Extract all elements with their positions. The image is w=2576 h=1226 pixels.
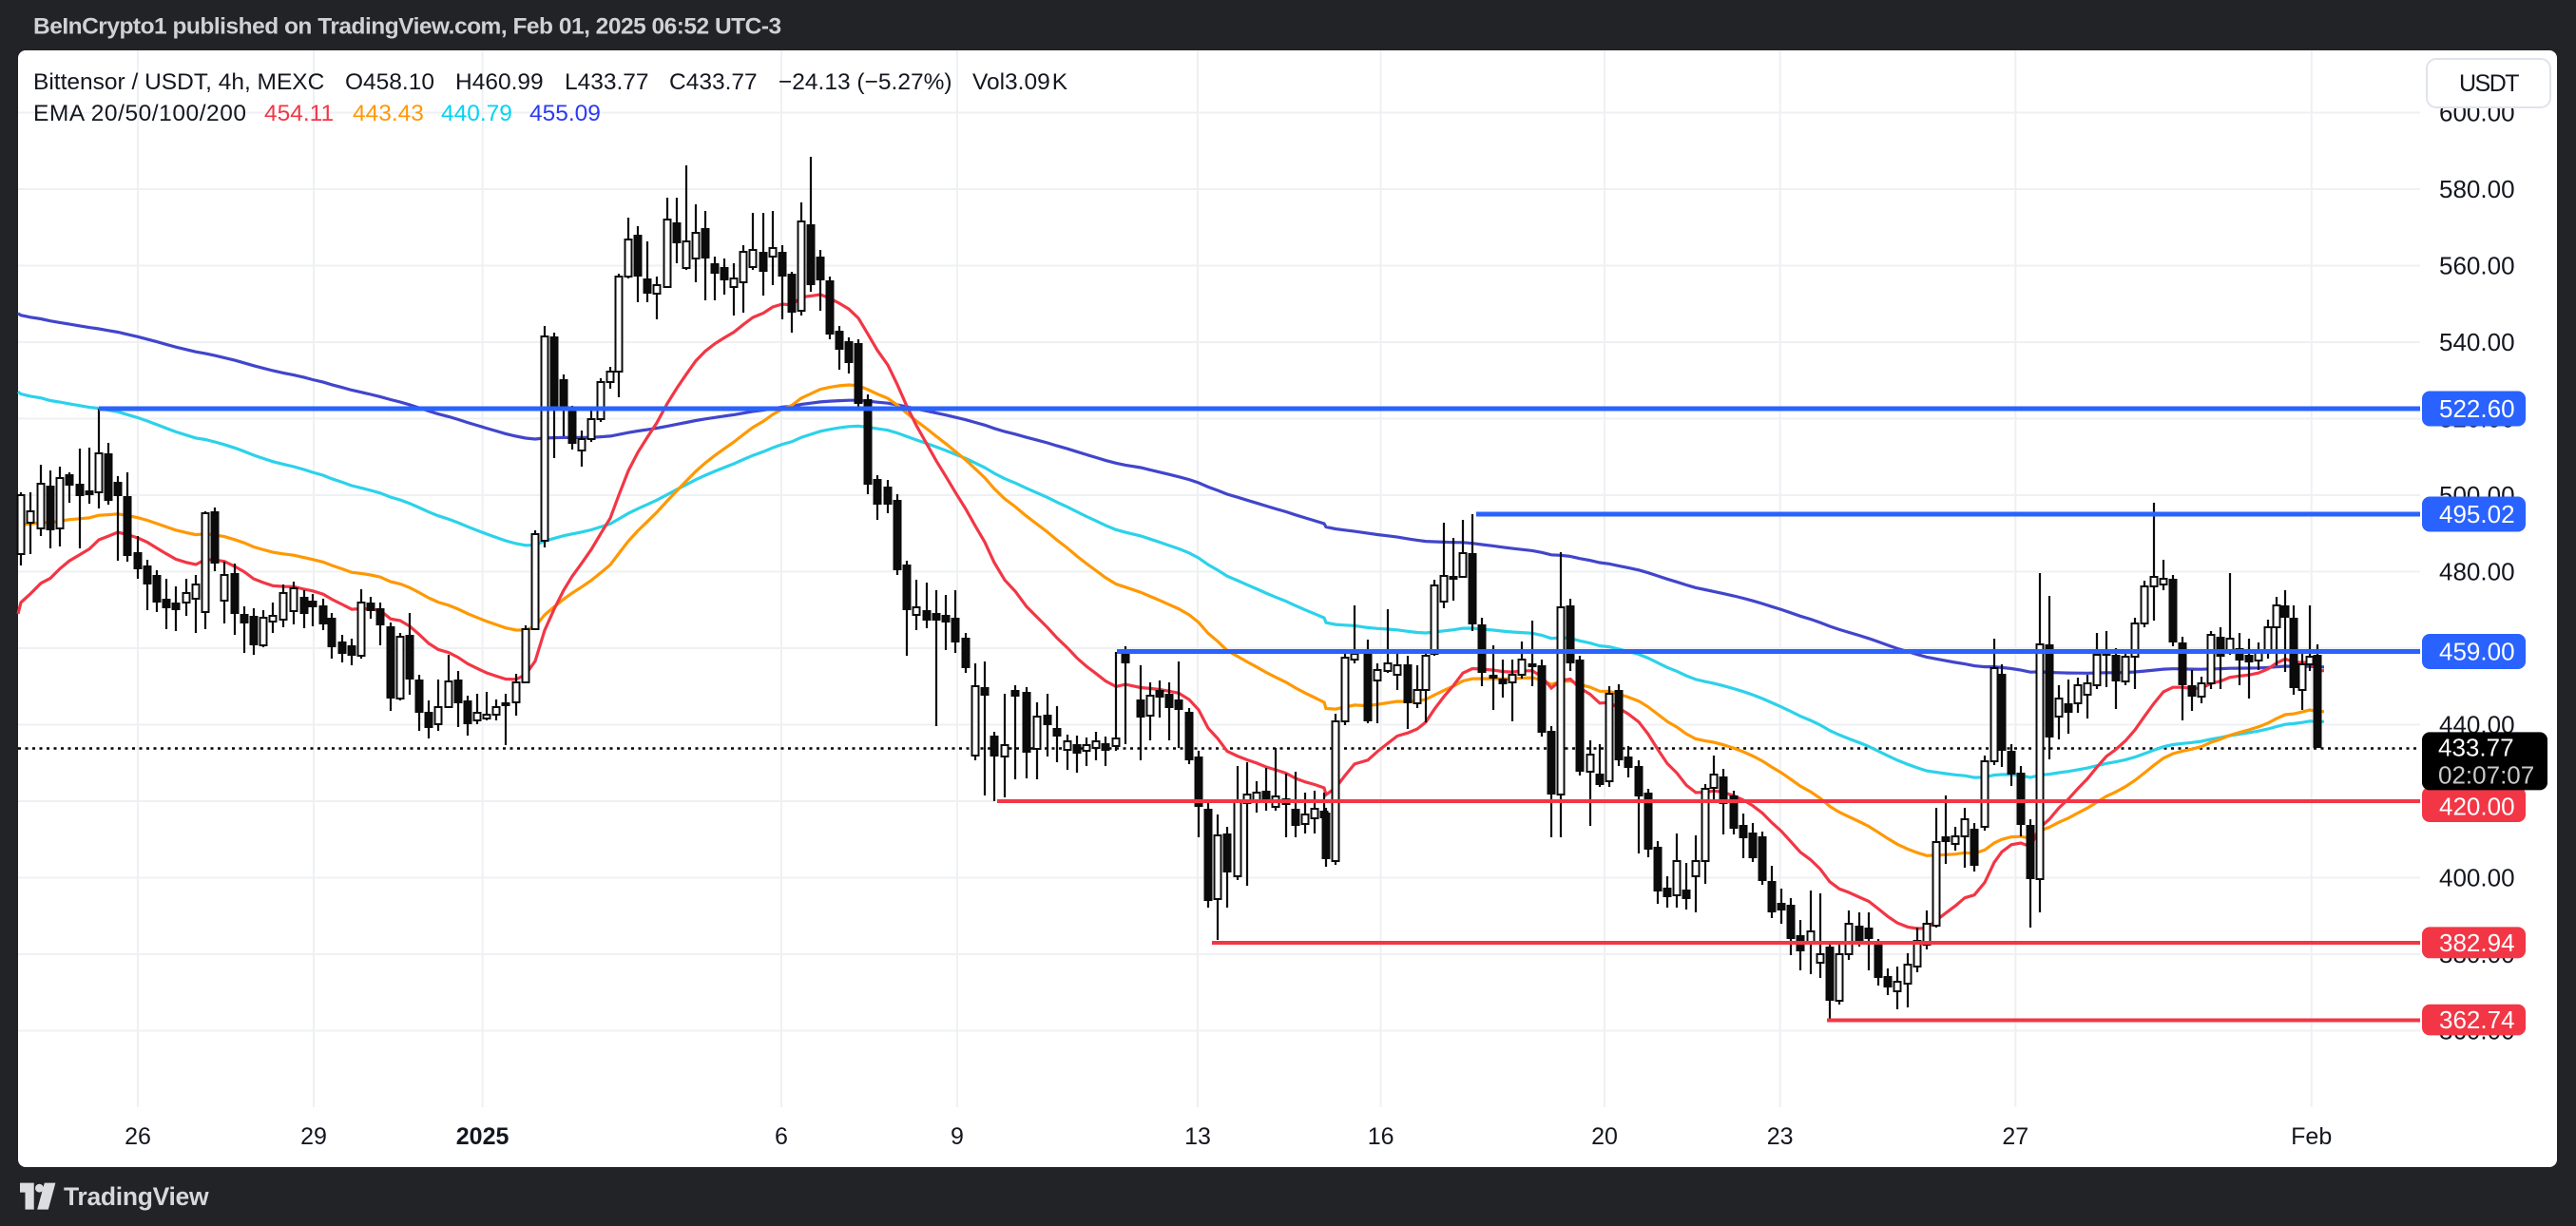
- svg-text:26: 26: [125, 1123, 151, 1150]
- svg-text:580.00: 580.00: [2439, 175, 2515, 203]
- svg-text:540.00: 540.00: [2439, 328, 2515, 356]
- svg-text:362.74: 362.74: [2439, 1006, 2515, 1034]
- svg-text:522.60: 522.60: [2439, 394, 2515, 423]
- svg-text:20: 20: [1591, 1123, 1618, 1150]
- svg-text:420.00: 420.00: [2439, 793, 2515, 821]
- svg-text:29: 29: [300, 1123, 327, 1150]
- svg-text:400.00: 400.00: [2439, 864, 2515, 892]
- svg-text:TradingView: TradingView: [64, 1182, 209, 1211]
- svg-text:BeInCrypto1 published on Tradi: BeInCrypto1 published on TradingView.com…: [33, 14, 781, 40]
- svg-text:480.00: 480.00: [2439, 558, 2515, 586]
- svg-text:2025: 2025: [456, 1123, 509, 1150]
- svg-text:382.94: 382.94: [2439, 929, 2515, 957]
- svg-text:560.00: 560.00: [2439, 252, 2515, 280]
- svg-text:13: 13: [1184, 1123, 1211, 1150]
- svg-text:16: 16: [1368, 1123, 1394, 1150]
- svg-text:23: 23: [1767, 1123, 1794, 1150]
- svg-text:Feb: Feb: [2291, 1123, 2332, 1150]
- svg-text:459.00: 459.00: [2439, 638, 2515, 666]
- svg-text:USDT: USDT: [2459, 70, 2519, 97]
- svg-text:6: 6: [775, 1123, 788, 1150]
- svg-text:27: 27: [2002, 1123, 2028, 1150]
- svg-text:495.02: 495.02: [2439, 500, 2515, 528]
- svg-text:433.77: 433.77: [2438, 734, 2514, 762]
- svg-text:9: 9: [951, 1123, 964, 1150]
- svg-text:02:07:07: 02:07:07: [2438, 761, 2534, 790]
